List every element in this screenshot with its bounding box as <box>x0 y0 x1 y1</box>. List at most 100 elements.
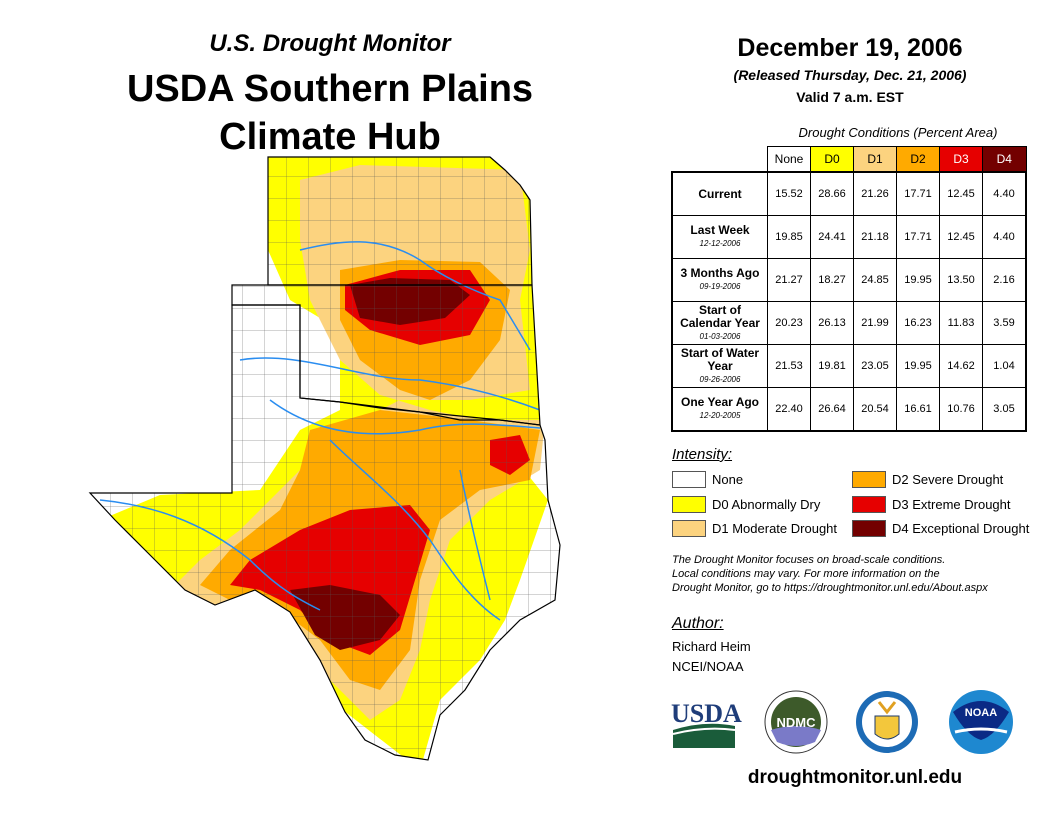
table-row: Current 15.52 28.66 21.26 17.71 12.45 4.40 <box>671 171 1027 216</box>
cell-d3: 14.62 <box>939 344 983 388</box>
table-row: One Year Ago 12-20-2005 22.40 26.64 20.54 16.… <box>671 387 1027 432</box>
row-label-text: 3 Months Ago <box>680 266 760 280</box>
author-label: Author: <box>672 615 724 632</box>
map-subtitle: U.S. Drought Monitor <box>209 30 451 57</box>
row-label-text: Start of Water Year <box>680 345 760 373</box>
drought-map <box>88 156 561 761</box>
legend-title: Intensity: <box>672 446 733 463</box>
cell-d4: 1.04 <box>982 344 1027 388</box>
row-date: 09-19-2006 <box>699 282 741 291</box>
cell-d1: 24.85 <box>853 258 897 302</box>
cell-d0: 28.66 <box>810 171 854 216</box>
row-label-text: Last Week <box>690 223 750 237</box>
cell-d0: 26.13 <box>810 301 854 345</box>
cell-d0: 24.41 <box>810 215 854 259</box>
cell-d2: 16.61 <box>896 387 940 432</box>
map-title-line2: Climate Hub <box>219 116 441 158</box>
row-date: 12-12-2006 <box>699 239 741 248</box>
cell-d4: 3.59 <box>982 301 1027 345</box>
logos: USDA NDMC NOAA <box>671 690 1013 754</box>
table-row: Start of Water Year 09-26-2006 21.53 19.81 2… <box>671 344 1027 388</box>
cell-d2: 17.71 <box>896 171 940 216</box>
author-name: Richard Heim <box>672 639 751 654</box>
cell-d2: 17.71 <box>896 215 940 259</box>
legend-item: D3 Extreme Drought <box>852 496 1011 513</box>
drought-conditions-table: None D0 D1 D2 D3 D4 Current 15.52 28.66 21.26 17.… <box>671 146 1027 432</box>
table-row: Last Week 12-12-2006 19.85 24.41 21.18 17.71 1… <box>671 215 1027 259</box>
release-date: (Released Thursday, Dec. 21, 2006) <box>733 67 967 83</box>
row-label-text: Start of Calendar Year <box>680 302 760 330</box>
cell-d4: 3.05 <box>982 387 1027 432</box>
legend-label: None <box>712 472 744 487</box>
cell-d0: 19.81 <box>810 344 854 388</box>
legend-item: None <box>672 471 743 488</box>
row-label: Last Week 12-12-2006 <box>671 215 768 259</box>
note-line: Drought Monitor, go to https://droughtmo… <box>672 582 988 594</box>
map-date: December 19, 2006 <box>737 34 963 62</box>
cell-d4: 4.40 <box>982 215 1027 259</box>
legend-swatch <box>852 520 886 537</box>
cell-d3: 12.45 <box>939 215 983 259</box>
cell-d3: 13.50 <box>939 258 983 302</box>
cell-d2: 19.95 <box>896 258 940 302</box>
column-header-d1: D1 <box>853 146 897 173</box>
cell-d4: 2.16 <box>982 258 1027 302</box>
row-label-text: One Year Ago <box>680 395 760 409</box>
cell-none: 21.53 <box>767 344 811 388</box>
cell-d0: 26.64 <box>810 387 854 432</box>
cell-d0: 18.27 <box>810 258 854 302</box>
legend-label: D2 Severe Drought <box>892 472 1004 487</box>
row-label: Start of Water Year 09-26-2006 <box>671 344 768 388</box>
cell-d4: 4.40 <box>982 171 1027 216</box>
footer-url: droughtmonitor.unl.edu <box>747 767 963 788</box>
legend-item: D1 Moderate Drought <box>672 520 837 537</box>
state-borders <box>88 156 561 761</box>
author-info: Richard Heim NCEI/NOAA <box>672 637 751 677</box>
column-header-d2: D2 <box>896 146 940 173</box>
cell-d1: 21.18 <box>853 215 897 259</box>
svg-text:NOAA: NOAA <box>965 707 997 719</box>
row-date: 01-03-2006 <box>699 331 741 341</box>
legend-item: D0 Abnormally Dry <box>672 496 820 513</box>
cell-none: 21.27 <box>767 258 811 302</box>
row-label: Current <box>671 171 768 216</box>
cell-d1: 21.26 <box>853 171 897 216</box>
ndmc-logo: NDMC <box>764 690 828 754</box>
county-lines <box>90 157 560 760</box>
note-line: The Drought Monitor focuses on broad-sca… <box>672 554 946 566</box>
row-label: Start of Calendar Year 01-03-2006 <box>671 301 768 345</box>
svg-text:NDMC: NDMC <box>777 715 817 730</box>
legend-label: D1 Moderate Drought <box>712 521 838 536</box>
legend-swatch <box>852 496 886 513</box>
cell-d1: 20.54 <box>853 387 897 432</box>
column-header-d3: D3 <box>939 146 983 173</box>
cell-none: 22.40 <box>767 387 811 432</box>
cell-none: 20.23 <box>767 301 811 345</box>
column-header-d0: D0 <box>810 146 854 173</box>
cell-d3: 11.83 <box>939 301 983 345</box>
table-caption: Drought Conditions (Percent Area) <box>798 125 998 140</box>
legend-label: D0 Abnormally Dry <box>712 497 821 512</box>
row-label: One Year Ago 12-20-2005 <box>671 387 768 432</box>
author-org: NCEI/NOAA <box>672 659 744 674</box>
cell-d3: 12.45 <box>939 171 983 216</box>
cell-none: 15.52 <box>767 171 811 216</box>
svg-text:USDA: USDA <box>671 699 742 728</box>
row-label-text: Current <box>698 186 742 201</box>
cell-d1: 23.05 <box>853 344 897 388</box>
map-title-line1: USDA Southern Plains <box>126 68 534 110</box>
table-row: 3 Months Ago 09-19-2006 21.27 18.27 24.85 19.… <box>671 258 1027 302</box>
table-row: Start of Calendar Year 01-03-2006 20.23 26.… <box>671 301 1027 345</box>
noaa-logo: NOAA <box>949 690 1013 754</box>
row-label: 3 Months Ago 09-19-2006 <box>671 258 768 302</box>
legend-swatch <box>672 496 706 513</box>
legend-swatch <box>852 471 886 488</box>
rivers <box>99 241 541 621</box>
cell-d2: 16.23 <box>896 301 940 345</box>
blank-header <box>672 147 768 173</box>
legend-label: D4 Exceptional Drought <box>892 521 1030 536</box>
disclaimer-note: The Drought Monitor focuses on broad-sca… <box>672 553 1052 595</box>
cell-d2: 19.95 <box>896 344 940 388</box>
cell-none: 19.85 <box>767 215 811 259</box>
